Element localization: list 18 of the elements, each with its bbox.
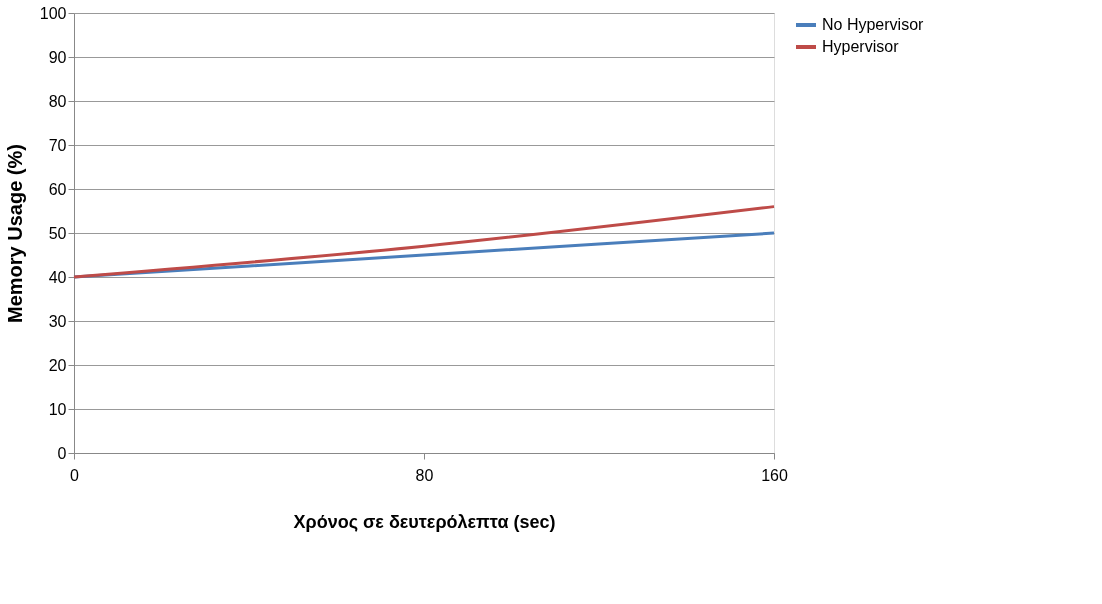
y-tick-label: 80 [48, 92, 67, 110]
y-tick-label: 60 [48, 180, 67, 198]
y-axis-title: Memory Usage (%) [3, 144, 26, 323]
y-tick-label: 90 [48, 48, 67, 66]
y-tick-label: 0 [57, 444, 67, 462]
y-tick-label: 40 [48, 268, 67, 286]
x-tick-label: 0 [70, 466, 80, 484]
y-tick-label: 30 [48, 312, 67, 330]
x-tick-label: 80 [415, 466, 434, 484]
legend-label: No Hypervisor [822, 16, 925, 33]
y-tick-label: 20 [48, 356, 67, 374]
x-axis-title: Χρόνος σε δευτερόλεπτα (sec) [293, 511, 556, 532]
y-tick-label: 70 [48, 136, 67, 154]
y-tick-label: 10 [48, 400, 67, 418]
x-tick-label: 160 [761, 466, 788, 484]
y-tick-label: 100 [39, 4, 67, 22]
y-tick-label: 50 [48, 224, 67, 242]
legend-label: Hypervisor [822, 38, 900, 55]
